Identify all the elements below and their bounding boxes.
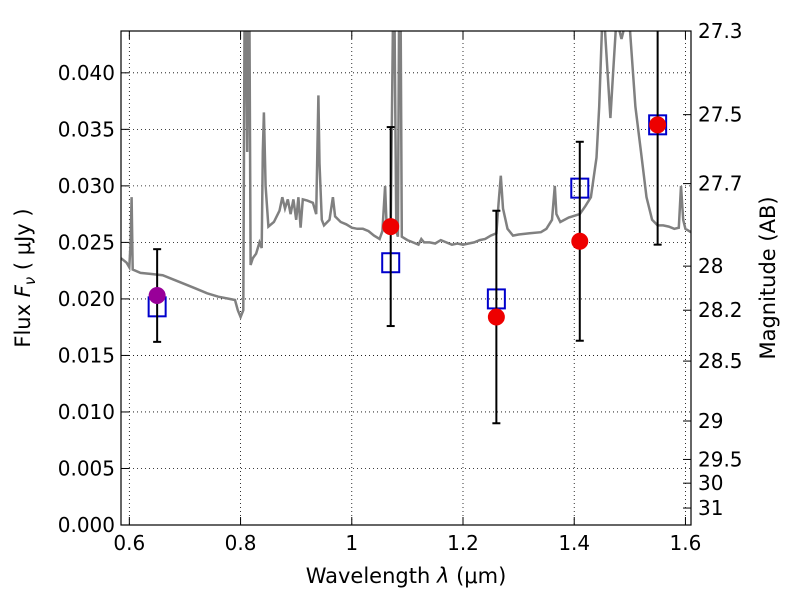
x-tick-label: 1 <box>345 531 358 555</box>
y-tick-label-right: 29.5 <box>698 447 743 471</box>
y-tick-label-right: 28.5 <box>698 349 743 373</box>
left-y-tick-labels: 0.000 0.005 0.010 0.015 0.020 0.025 0.030 0.035… <box>58 61 115 537</box>
y-tick-label-left: 0.040 <box>58 61 115 85</box>
observed-point <box>487 308 505 326</box>
y-tick-label-right: 29 <box>698 409 723 433</box>
observed-point <box>382 218 400 236</box>
observed-point <box>148 287 166 305</box>
data-marks <box>121 31 691 425</box>
y-tick-label-left: 0.025 <box>58 230 115 254</box>
y-tick-label-left: 0.015 <box>58 343 115 367</box>
observed-photometry <box>148 31 667 425</box>
y-tick-label-left: 0.030 <box>58 174 115 198</box>
axis-ticks <box>121 30 691 526</box>
x-tick-label: 1.4 <box>558 531 590 555</box>
y-tick-label-left: 0.005 <box>58 456 115 480</box>
x-tick-label: 0.6 <box>113 531 145 555</box>
plot-area <box>121 31 691 525</box>
x-tick-label: 1.6 <box>670 531 702 555</box>
y-tick-label-right: 31 <box>698 496 723 520</box>
y-tick-label-right: 27.7 <box>698 172 743 196</box>
y-tick-label-right: 28 <box>698 254 723 278</box>
y-tick-label-right: 28.2 <box>698 298 743 322</box>
y-tick-label-left: 0.035 <box>58 117 115 141</box>
x-tick-labels: 0.6 0.8 1 1.2 1.4 1.6 <box>113 531 701 555</box>
left-y-axis-label: Flux Fν ( μJy ) <box>11 208 39 347</box>
grid-lines <box>121 31 691 525</box>
y-tick-label-left: 0.000 <box>58 513 115 537</box>
plot-frame <box>120 30 692 526</box>
y-tick-label-right: 27.5 <box>698 103 743 127</box>
y-tick-label-left: 0.020 <box>58 287 115 311</box>
right-y-axis-label: Magnitude (AB) <box>756 196 780 359</box>
observed-point <box>649 116 667 134</box>
y-tick-label-right: 30 <box>698 471 723 495</box>
x-tick-label: 0.8 <box>225 531 257 555</box>
y-tick-label-right: 27.3 <box>698 19 743 43</box>
observed-point <box>571 232 589 250</box>
x-axis-label: Wavelength λ (μm) <box>306 564 507 588</box>
x-tick-label: 1.2 <box>447 531 479 555</box>
y-tick-label-left: 0.010 <box>58 400 115 424</box>
